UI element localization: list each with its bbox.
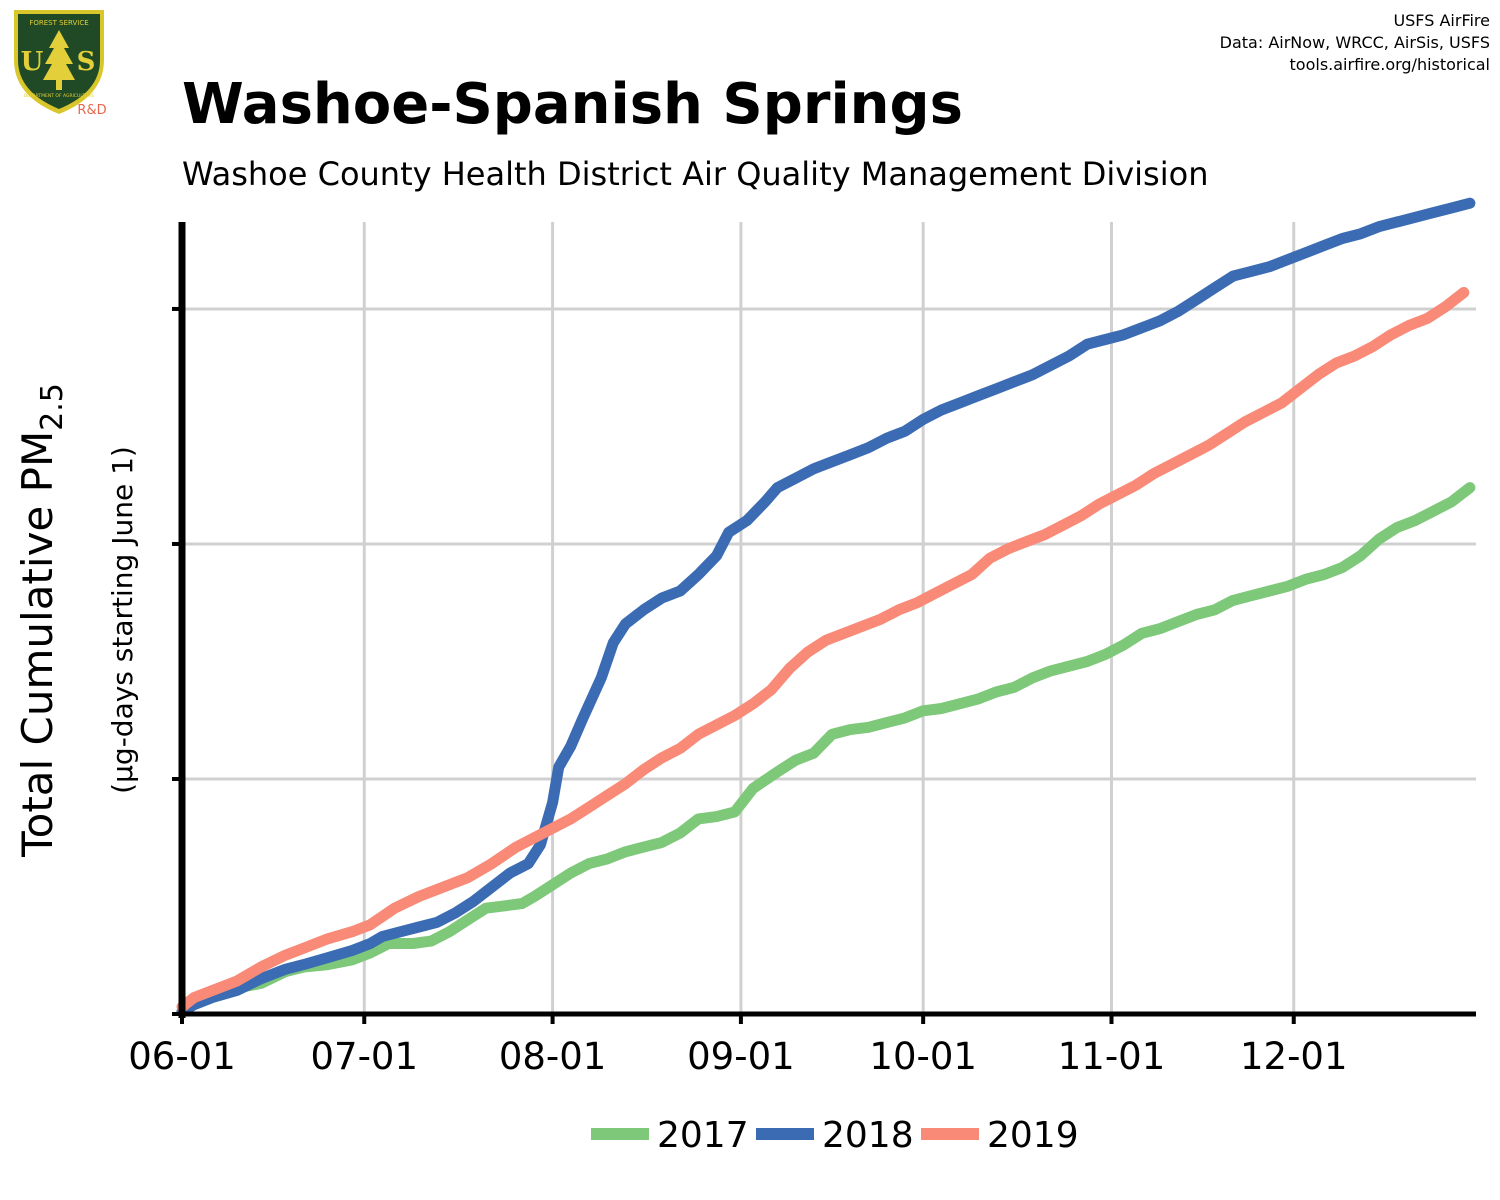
- series-line-2017: [176, 482, 1476, 1018]
- legend-label-2017: 2017: [657, 1115, 749, 1156]
- y-axis-label: Total Cumulative PM2.5: [13, 383, 70, 858]
- y-axis-units: (µg-days starting June 1): [106, 446, 139, 794]
- x-tick-label: 08-01: [499, 1035, 607, 1078]
- credits-block: USFS AirFire Data: AirNow, WRCC, AirSis,…: [1220, 10, 1490, 76]
- axes: [172, 222, 1476, 1024]
- logo-top-text: FOREST SERVICE: [29, 19, 88, 27]
- logo-letter-right: S: [77, 47, 96, 77]
- series-lines: [176, 197, 1476, 1018]
- x-tick-label: 06-01: [128, 1035, 236, 1078]
- series-line-2018: [176, 197, 1476, 1018]
- logo-rd-label: R&D: [77, 103, 106, 118]
- logo-bottom-text: DEPARTMENT OF AGRICULTURE: [24, 93, 95, 99]
- x-tick-label: 12-01: [1240, 1035, 1348, 1078]
- x-tick-label: 10-01: [869, 1035, 977, 1078]
- tree-icon: [43, 30, 75, 90]
- y-axis-title: Total Cumulative PM2.5: [13, 383, 70, 858]
- y-axis-units-group: (µg-days starting June 1): [106, 446, 139, 794]
- credit-line-2: Data: AirNow, WRCC, AirSis, USFS: [1219, 33, 1490, 52]
- chart-subtitle: Washoe County Health District Air Qualit…: [182, 155, 1209, 193]
- y-axis-title-subscript: 2.5: [35, 383, 70, 431]
- x-tick-labels: 06-01 07-01 08-01 09-01 10-01 11-01 12-01: [128, 1035, 1347, 1078]
- grid-lines: [182, 222, 1476, 1014]
- series-line-2019: [176, 287, 1470, 1013]
- x-tick-label: 07-01: [310, 1035, 418, 1078]
- legend: 2017 2018 2019: [591, 1115, 1079, 1156]
- chart-title: Washoe-Spanish Springs: [182, 72, 963, 137]
- logo-letter-left: U: [21, 47, 44, 77]
- legend-label-2018: 2018: [822, 1115, 914, 1156]
- x-tick-label: 09-01: [687, 1035, 795, 1078]
- credit-line-1: USFS AirFire: [1393, 11, 1490, 30]
- usfs-shield-logo: U S FOREST SERVICE DEPARTMENT OF AGRICUL…: [14, 10, 107, 118]
- x-tick-label: 11-01: [1058, 1035, 1166, 1078]
- credit-line-3: tools.airfire.org/historical: [1289, 55, 1490, 74]
- legend-label-2019: 2019: [987, 1115, 1079, 1156]
- y-axis-title-main: Total Cumulative PM: [13, 431, 62, 858]
